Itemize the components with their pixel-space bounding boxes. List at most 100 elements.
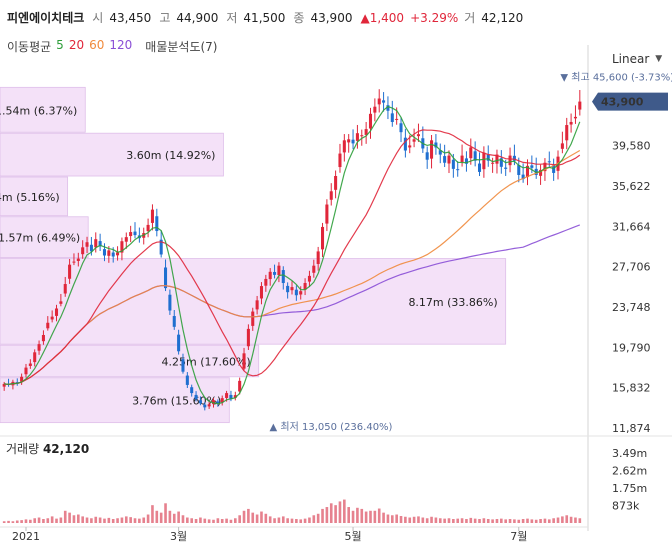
candle-body <box>408 145 412 148</box>
volume-bar <box>565 515 569 523</box>
ma-60[interactable]: 60 <box>89 38 105 52</box>
volume-bar <box>447 518 451 523</box>
candle-body <box>360 135 364 137</box>
candle-body <box>116 252 120 256</box>
volume-bar <box>486 519 490 523</box>
volume-bar <box>286 518 289 523</box>
volume-bar <box>316 513 320 523</box>
volume-bar <box>425 518 429 523</box>
ma-60-line <box>4 149 581 386</box>
current-price-label: 43,900 <box>601 96 644 109</box>
volume-bar <box>513 519 516 523</box>
open-value: 43,450 <box>109 11 152 25</box>
volume-bar <box>50 516 54 523</box>
candle-body <box>2 383 6 387</box>
candle-body <box>50 316 54 320</box>
volume-bar <box>443 518 446 523</box>
ma-legend[interactable]: 이동평균 5 20 60 120 매물분석도(7) <box>7 38 217 55</box>
ma-5-line <box>4 105 581 405</box>
high-marker-label: ▼ 최고 45,600 (-3.73%) <box>560 71 672 83</box>
candle-body <box>573 116 577 119</box>
ma-120[interactable]: 120 <box>109 38 133 52</box>
open-label: 시 <box>92 11 104 25</box>
candle-body <box>24 367 28 375</box>
candle-body <box>460 155 464 163</box>
scale-label: Linear <box>612 52 650 66</box>
volume-bar <box>482 518 486 523</box>
volume-bar <box>55 518 58 523</box>
volume-bar <box>255 514 259 523</box>
candle-body <box>177 334 181 352</box>
stock-name: 피엔에이치테크 <box>7 11 85 25</box>
volume-profile-toggle[interactable]: 매물분석도(7) <box>145 40 218 54</box>
candle-body <box>508 155 512 166</box>
candle-body <box>325 204 329 224</box>
volume-bar <box>373 510 377 523</box>
volume-bar <box>390 515 394 523</box>
volume-bar <box>181 515 185 523</box>
candle-body <box>72 261 76 263</box>
candle-body <box>229 394 233 400</box>
candle-body <box>194 394 198 400</box>
volume-bar <box>508 519 512 523</box>
volume-bar <box>465 519 468 523</box>
candle-body <box>342 140 346 153</box>
volume-bar <box>399 516 403 523</box>
volume-bar <box>347 507 350 523</box>
volume-bar <box>177 511 180 523</box>
volume-bar <box>151 505 154 523</box>
candle-body <box>355 133 359 141</box>
candle-body <box>63 284 67 294</box>
volume-bar <box>120 517 124 523</box>
candle-body <box>299 291 303 295</box>
volume-bar <box>526 518 529 523</box>
candle-body <box>294 289 298 296</box>
candle-body <box>430 140 434 159</box>
volume-bar <box>334 505 337 523</box>
volume-bar <box>329 503 333 523</box>
volume-bar <box>124 516 128 523</box>
ma-5[interactable]: 5 <box>56 38 64 52</box>
price-tick-label: 19,790 <box>612 341 651 354</box>
volume-bar <box>500 518 503 523</box>
time-tick-label: 7월 <box>510 530 527 543</box>
volume-bar <box>116 518 119 523</box>
candle-body <box>216 401 220 404</box>
volume-bar <box>469 517 473 523</box>
candle-body <box>124 237 128 242</box>
candle-body <box>338 153 342 168</box>
volume-bar <box>203 518 207 523</box>
volume-profile-bar <box>0 132 224 177</box>
ma-20[interactable]: 20 <box>68 38 85 52</box>
volume-bar <box>521 519 525 523</box>
candle-body <box>277 265 281 276</box>
candle-body <box>386 105 390 111</box>
volume-bar <box>155 510 159 523</box>
candle-body <box>203 404 207 408</box>
volume-bar <box>138 518 141 523</box>
candle-body <box>560 143 564 149</box>
candle-body <box>447 155 451 164</box>
volume-bar <box>452 519 455 523</box>
candle-body <box>539 169 543 176</box>
volume-bar <box>434 517 438 523</box>
low-marker-label: ▲ 최저 13,050 (236.40%) <box>270 421 393 433</box>
candle-body <box>329 191 333 200</box>
candle-body <box>499 158 503 167</box>
volume-bar <box>190 518 194 523</box>
volume-bar <box>495 519 499 523</box>
volume-bar <box>325 507 329 523</box>
candle-body <box>569 121 573 125</box>
volume-bar <box>290 518 294 523</box>
volume-bar <box>417 516 420 523</box>
volume-bar <box>7 520 10 523</box>
candle-body <box>307 275 311 282</box>
scale-selector[interactable]: Linear ▼ <box>612 52 662 66</box>
candle-body <box>155 216 159 232</box>
low-value: 41,500 <box>243 11 286 25</box>
volume-bar <box>430 516 433 523</box>
candle-body <box>238 380 242 392</box>
candle-body <box>46 322 50 329</box>
candle-body <box>377 98 381 105</box>
